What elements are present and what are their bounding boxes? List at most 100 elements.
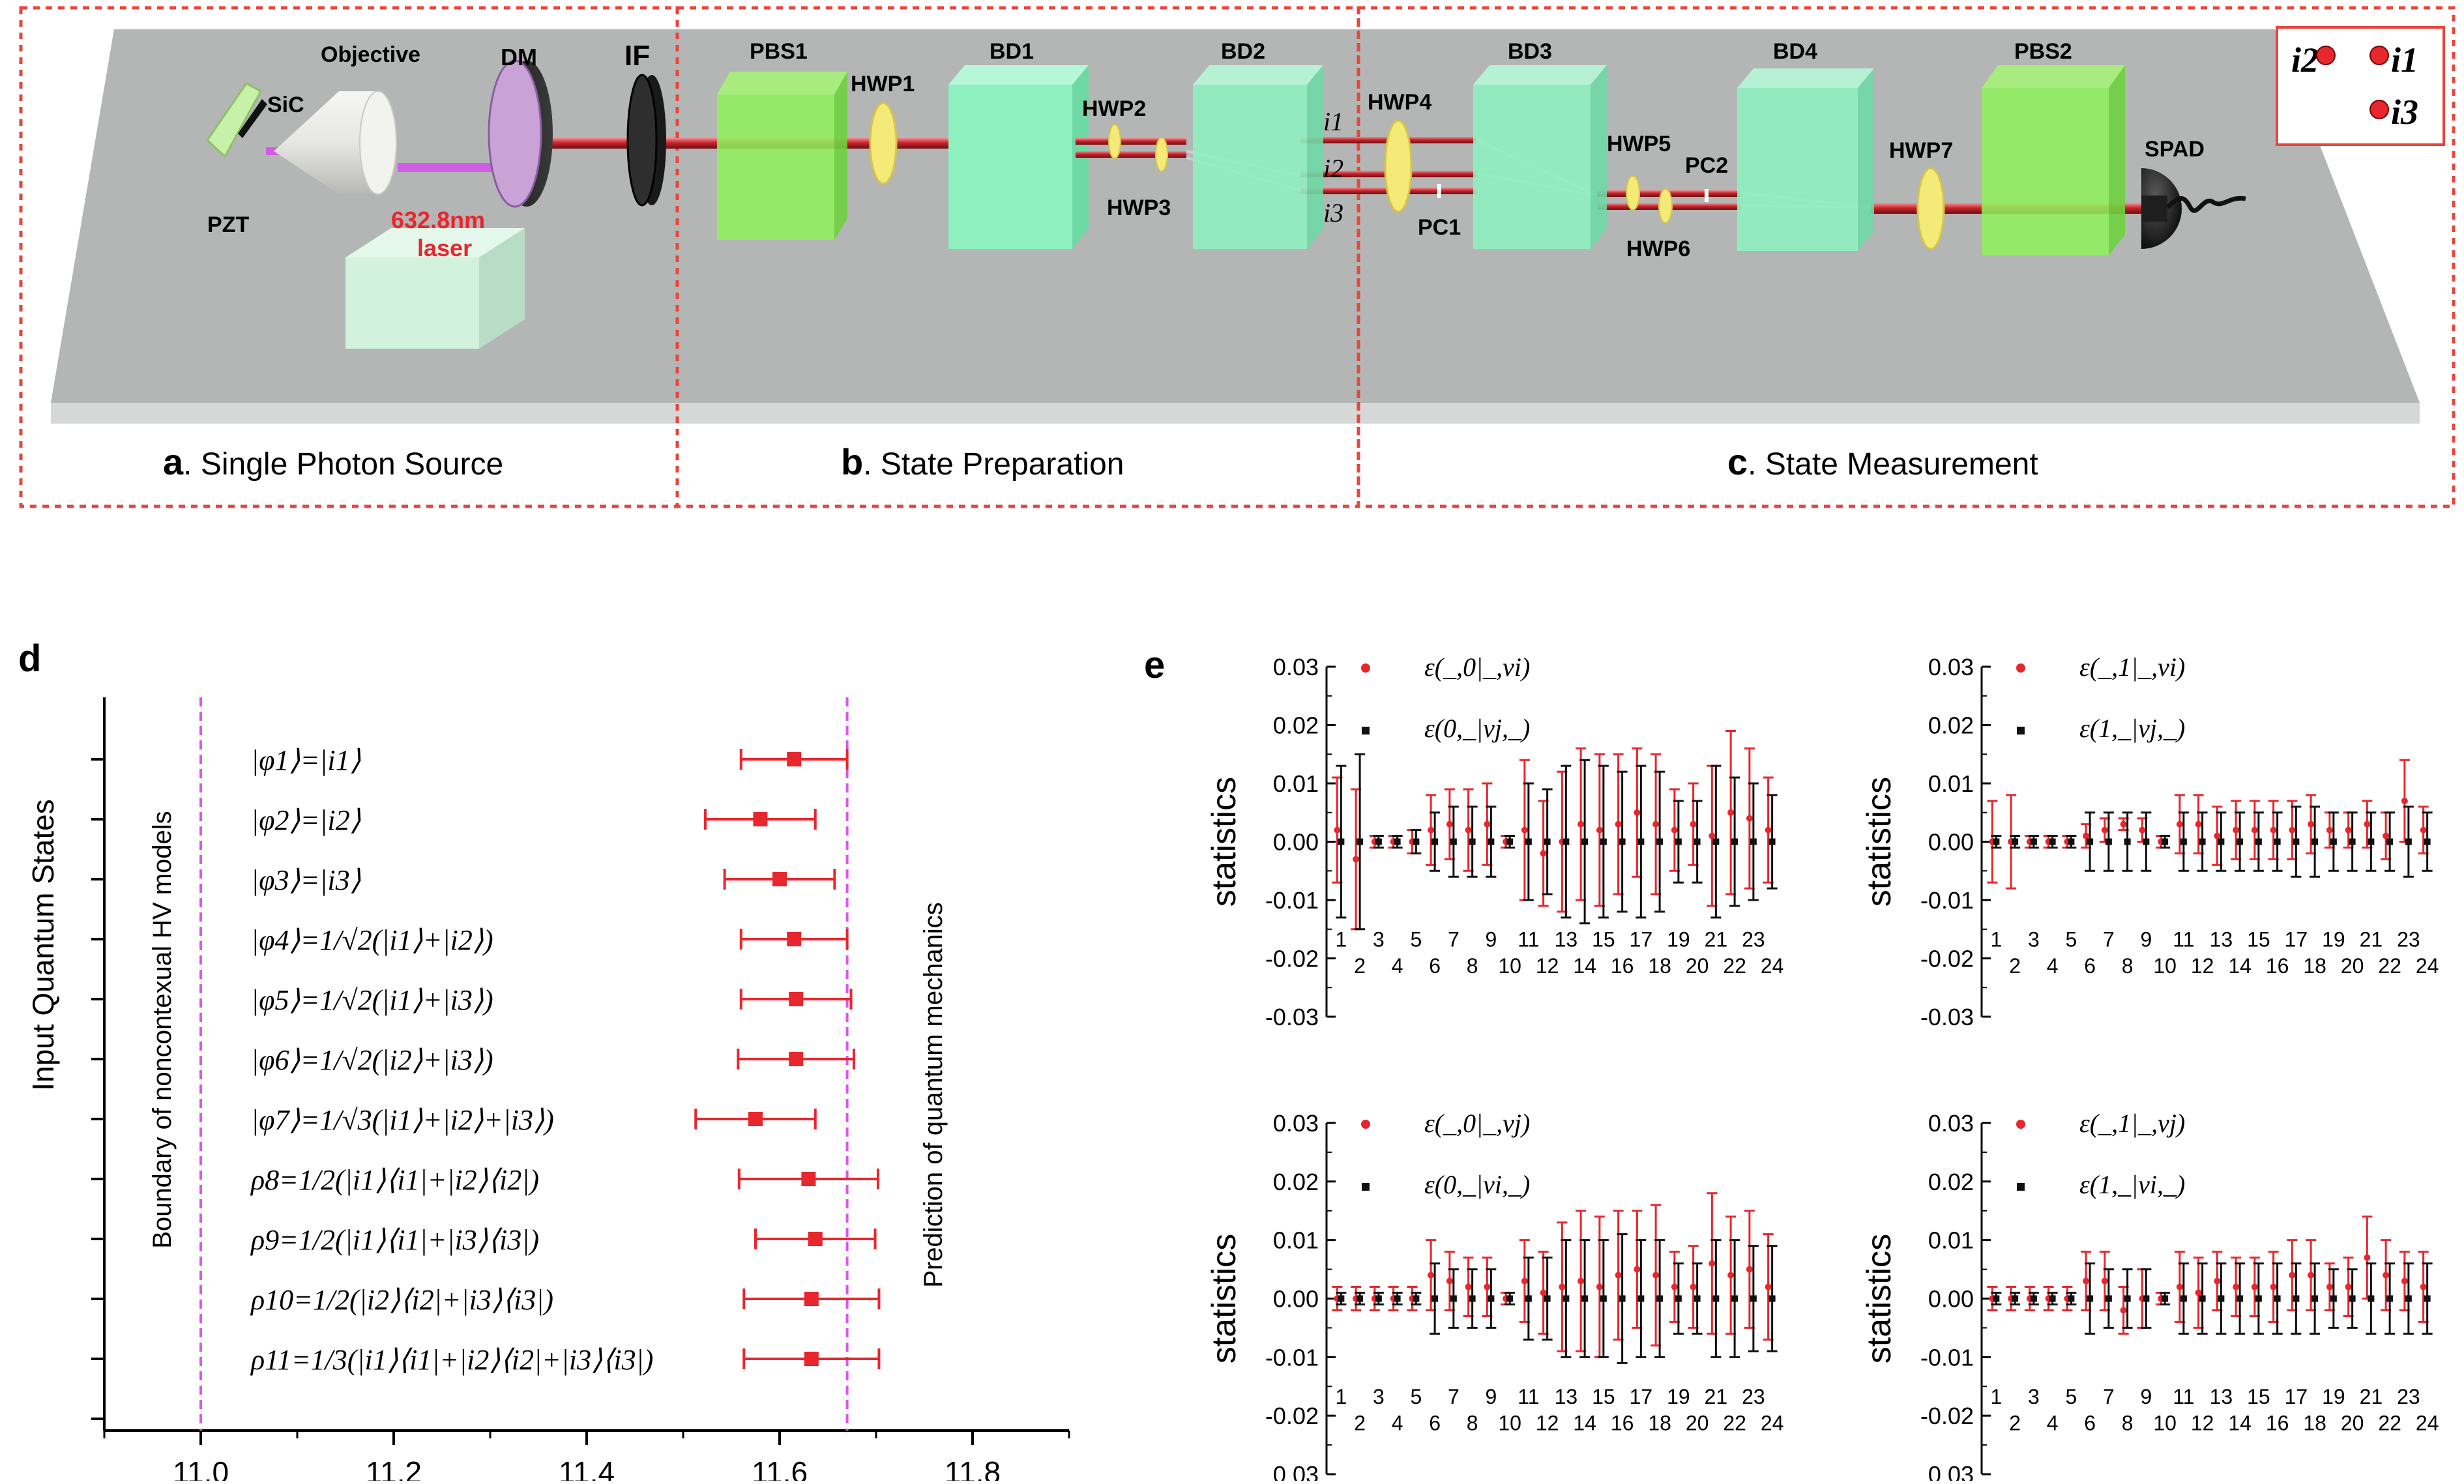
state-point <box>789 992 804 1006</box>
e-red-point <box>2289 826 2296 834</box>
e-black-point <box>1506 838 1514 845</box>
e-black-point <box>1506 1295 1514 1302</box>
spad-cable <box>2165 196 2246 213</box>
e-red-point <box>1540 1289 1547 1296</box>
e-x-tick-label: 8 <box>1467 1412 1478 1435</box>
e-x-tick-label: 3 <box>2028 928 2040 952</box>
e-x-tick-label: 4 <box>2047 954 2059 978</box>
pc1 <box>1437 184 1441 198</box>
dichroic-mirror <box>488 59 542 208</box>
e-black-point <box>2049 1295 2056 1302</box>
bd4-label: BD4 <box>1773 39 1817 64</box>
pbs1-side <box>834 72 847 240</box>
e-x-tick-label: 15 <box>1592 1385 1615 1408</box>
e-x-tick-label: 24 <box>2416 1412 2439 1435</box>
e-black-point <box>2386 838 2394 845</box>
region-a-letter: a <box>163 441 184 482</box>
e-black-point <box>2293 838 2300 845</box>
e-black-point <box>2030 838 2037 845</box>
e-black-point <box>1619 1295 1626 1302</box>
e-red-point <box>2214 1277 2221 1285</box>
e-y-tick-label: 0.00 <box>1273 1286 1319 1313</box>
e-red-point <box>2270 1283 2277 1290</box>
e-black-point <box>2330 838 2337 845</box>
e-x-tick-label: 8 <box>1467 954 1478 978</box>
e-red-point <box>2101 1277 2108 1285</box>
e-red-point <box>2233 1283 2240 1290</box>
e-red-point <box>2383 832 2390 839</box>
e-x-tick-label: 9 <box>1485 1385 1497 1408</box>
e-black-point <box>2274 1295 2281 1302</box>
e-black-point <box>1357 838 1364 845</box>
e-subplot-4: 0.03 0.02 0.01 0.00 -0.01 -0.02 0 03 statistics… <box>1860 1109 2439 1484</box>
state-point <box>772 872 787 886</box>
e-red-point <box>1446 821 1453 828</box>
e-red-point <box>2364 1254 2371 1261</box>
e-y-tick-label: 0.00 <box>1928 829 1974 856</box>
state-label: |φ3⟩=|i3⟩ <box>251 864 361 896</box>
hwp2 <box>1108 124 1121 159</box>
laser-word-label: laser <box>417 235 472 261</box>
inset-dot-i2 <box>2316 46 2336 65</box>
hwp3-label: HWP3 <box>1107 196 1171 220</box>
bd1-top <box>948 65 1089 85</box>
e-x-tick-label: 9 <box>1485 928 1497 952</box>
e-red-point <box>1765 1283 1772 1290</box>
hwp7-label: HWP7 <box>1889 138 1953 163</box>
e-red-point <box>2270 826 2277 834</box>
e-red-point <box>2345 1283 2352 1290</box>
e-black-point <box>1750 838 1757 845</box>
e-x-tick-label: 10 <box>2153 1412 2177 1435</box>
d-x-tick-label: 11.4 <box>559 1455 615 1481</box>
e-black-point <box>1637 838 1645 845</box>
e-red-point <box>1484 1283 1491 1290</box>
e-x-tick-label: 20 <box>1686 1412 1709 1435</box>
e-legend-black-marker <box>1362 1183 1370 1191</box>
e-black-point <box>2330 1295 2337 1302</box>
e-black-point <box>2255 1295 2262 1302</box>
bd4-side <box>1858 68 1874 251</box>
e-x-tick-label: 7 <box>1448 928 1459 952</box>
e-x-tick-label: 21 <box>2360 928 2383 952</box>
e-y-tick-label: 0.01 <box>1928 1227 1974 1254</box>
e-red-point <box>2120 821 2127 828</box>
e-x-tick-label: 15 <box>2247 928 2270 952</box>
e-x-tick-label: 19 <box>1667 928 1690 952</box>
hwp3 <box>1155 137 1168 172</box>
e-black-point <box>1413 1295 1420 1302</box>
d-x-tick-label: 11.0 <box>173 1455 229 1481</box>
e-x-tick-label: 18 <box>2303 1412 2326 1435</box>
e-x-tick-label: 21 <box>2360 1385 2383 1408</box>
sic-sample <box>238 99 267 138</box>
e-black-point <box>1694 1295 1701 1302</box>
e-black-point <box>1675 838 1682 845</box>
setup-panel: i2 i1 i3 632.8nm laser PZT SiC Objective <box>19 6 2456 508</box>
e-red-point <box>1334 826 1341 834</box>
e-black-point <box>1731 838 1738 845</box>
e-black-point <box>1338 838 1345 845</box>
e-legend-black-label: ε(1,_|vi,_) <box>2079 1170 2185 1199</box>
hwp4 <box>1384 119 1413 213</box>
inset-dot-i3 <box>2369 100 2389 119</box>
e-red-point <box>2308 1272 2315 1279</box>
e-x-tick-label: 2 <box>1354 954 1366 978</box>
e-red-point <box>1615 1272 1622 1279</box>
e-black-point <box>1450 1295 1457 1302</box>
region-b-label: b. State Preparation <box>841 441 1124 482</box>
state-point <box>804 1352 819 1366</box>
state-point <box>789 1052 804 1066</box>
e-red-point <box>2101 826 2108 834</box>
e-legend-red-label: ε(_,0|_,vi) <box>1424 652 1530 682</box>
objective-face <box>359 91 397 195</box>
e-legend-red-label: ε(_,1|_,vj) <box>2079 1109 2185 1138</box>
e-red-point <box>2345 826 2352 834</box>
pbs2-label: PBS2 <box>2014 39 2072 64</box>
e-red-point <box>1577 821 1585 828</box>
panel-e-letter: e <box>1144 644 1165 686</box>
e-black-point <box>1993 1295 2000 1302</box>
dm-label: DM <box>501 44 537 70</box>
e-black-point <box>2012 1295 2019 1302</box>
state-label: ρ8=1/2(|i1⟩⟨i1|+|i2⟩⟨i2|) <box>250 1164 539 1196</box>
e-y-tick-label: -0.02 <box>1920 946 1974 972</box>
e-black-point <box>1413 838 1420 845</box>
